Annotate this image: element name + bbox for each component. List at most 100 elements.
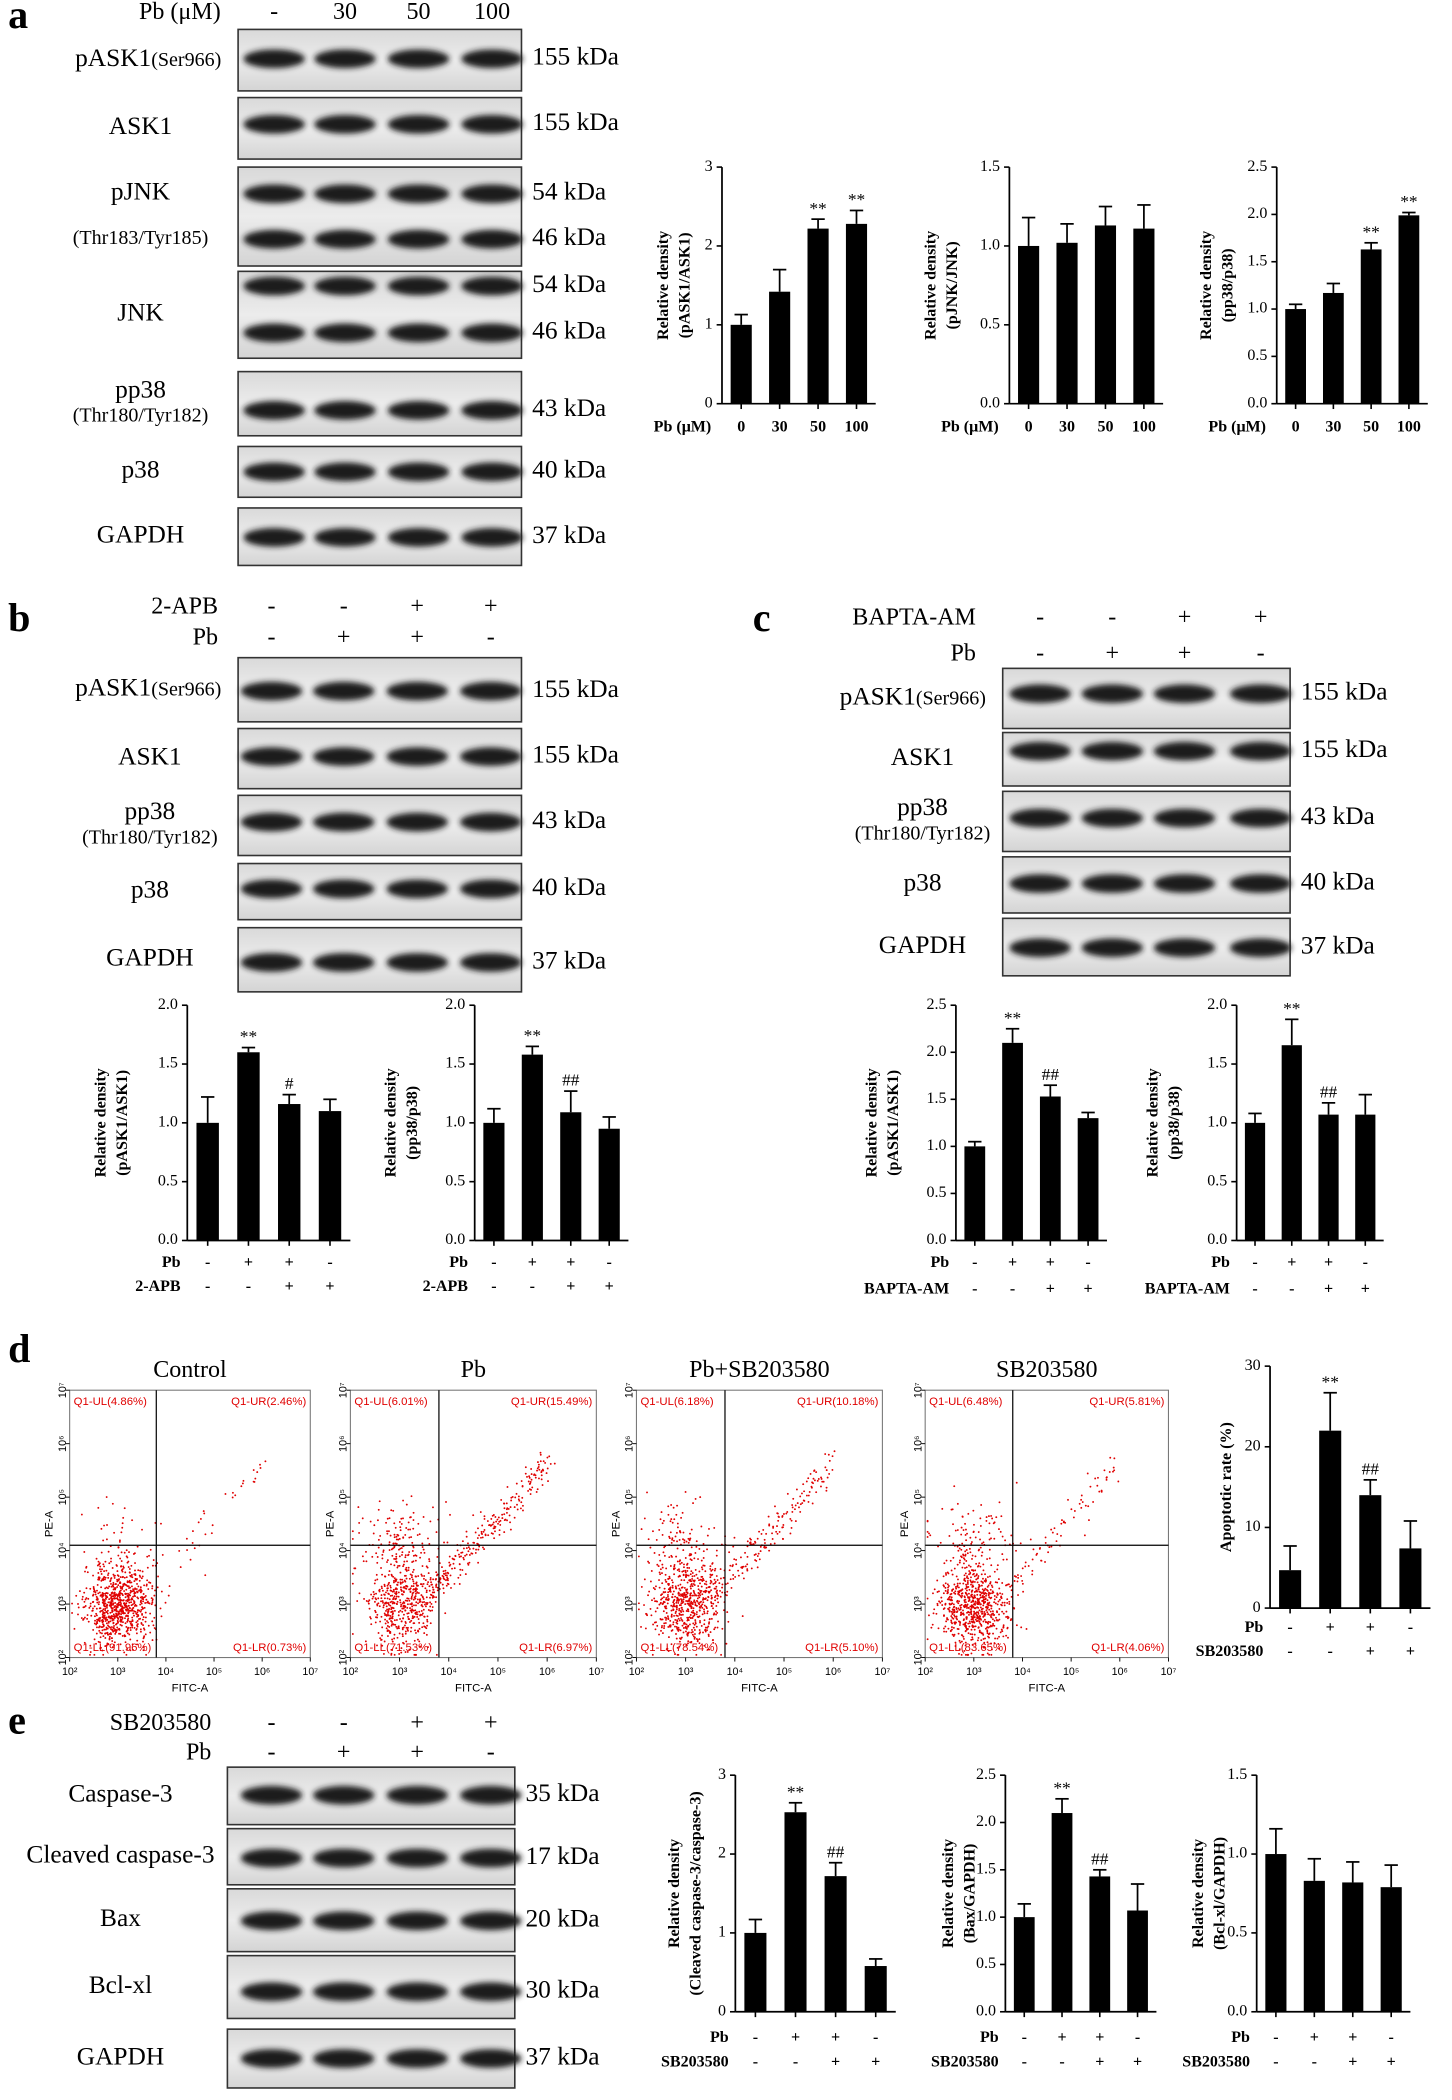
- bar: [1279, 1570, 1302, 1609]
- cell-event: [500, 1498, 503, 1501]
- cell-event: [386, 1587, 389, 1590]
- cell-event: [422, 1598, 425, 1600]
- cell-event: [111, 1617, 114, 1620]
- cell-event: [742, 1565, 745, 1568]
- cell-event: [982, 1591, 984, 1594]
- cell-event: [680, 1561, 683, 1564]
- cell-event: [719, 1595, 722, 1598]
- cell-event: [98, 1629, 101, 1632]
- cell-event: [969, 1605, 972, 1608]
- cell-event: [264, 1460, 267, 1463]
- cell-event: [90, 1614, 93, 1617]
- cell-event: [402, 1499, 405, 1502]
- cell-event: [141, 1595, 143, 1598]
- cell-event: [139, 1628, 142, 1631]
- condition-label: 2-APB: [423, 1278, 469, 1295]
- protein-band: [461, 528, 523, 547]
- treatment-label: Pb: [186, 1739, 211, 1765]
- cell-event: [89, 1587, 92, 1590]
- bar: [1355, 1114, 1376, 1241]
- cell-event: [119, 1585, 122, 1588]
- cell-event: [656, 1624, 659, 1627]
- protein-band: [461, 401, 523, 420]
- molecular-weight: 37 kDa: [525, 2042, 599, 2070]
- cell-event: [694, 1594, 697, 1596]
- cell-event: [105, 1616, 108, 1619]
- cell-event: [480, 1532, 483, 1535]
- cell-event: [982, 1615, 985, 1618]
- cell-event: [704, 1626, 707, 1629]
- cell-event: [404, 1624, 406, 1627]
- cell-event: [649, 1546, 652, 1549]
- cell-event: [651, 1599, 653, 1602]
- cell-event: [1004, 1539, 1007, 1542]
- cell-event: [973, 1580, 976, 1583]
- cell-event: [420, 1604, 423, 1606]
- cell-event: [688, 1567, 691, 1569]
- protein-band: [314, 462, 376, 482]
- cell-event: [398, 1564, 401, 1567]
- protein-band: [240, 953, 303, 972]
- protein-band: [459, 681, 522, 701]
- cell-event: [675, 1610, 677, 1613]
- cell-event: [676, 1615, 679, 1617]
- cell-event: [252, 1480, 255, 1483]
- cell-event: [993, 1570, 996, 1573]
- cell-event: [505, 1502, 508, 1505]
- cell-event: [85, 1597, 88, 1599]
- cell-event: [971, 1618, 974, 1621]
- protein-band: [240, 1785, 303, 1805]
- condition-sign: +: [1046, 1281, 1055, 1298]
- cell-event: [419, 1556, 422, 1559]
- cell-event: [425, 1633, 428, 1636]
- cell-event: [952, 1542, 955, 1545]
- cell-event: [151, 1564, 154, 1567]
- cell-event: [147, 1588, 150, 1590]
- cell-event: [103, 1565, 106, 1568]
- x-tick-label: 10⁴: [158, 1666, 175, 1678]
- cell-event: [104, 1620, 107, 1622]
- cell-event: [120, 1624, 123, 1627]
- y-tick-label: 1.0: [158, 1114, 178, 1131]
- cell-event: [378, 1500, 381, 1503]
- cell-event: [389, 1589, 392, 1592]
- cell-event: [393, 1557, 396, 1560]
- cell-event: [1010, 1589, 1013, 1592]
- cell-event: [683, 1566, 685, 1569]
- condition-sign: -: [205, 1254, 210, 1271]
- cell-event: [465, 1535, 468, 1538]
- cell-event: [374, 1611, 377, 1614]
- cell-event: [365, 1550, 367, 1553]
- cell-event: [518, 1499, 521, 1502]
- molecular-weight: 155 kDa: [1301, 678, 1388, 706]
- protein-band: [461, 462, 523, 482]
- cell-event: [1072, 1516, 1075, 1519]
- cell-event: [105, 1604, 108, 1607]
- cell-event: [661, 1582, 664, 1585]
- y-axis-title: Relative density: [655, 231, 672, 340]
- cell-event: [394, 1558, 397, 1560]
- cell-event: [665, 1567, 668, 1570]
- cell-event: [95, 1595, 98, 1598]
- cell-event: [986, 1602, 989, 1605]
- cell-event: [756, 1555, 759, 1557]
- cell-event: [725, 1594, 728, 1597]
- cell-event: [351, 1537, 354, 1540]
- cell-event: [496, 1518, 499, 1521]
- cell-event: [950, 1592, 953, 1595]
- cell-event: [964, 1592, 967, 1595]
- cell-event: [1009, 1585, 1012, 1588]
- cell-event: [678, 1628, 680, 1631]
- cell-event: [528, 1475, 531, 1478]
- cell-event: [993, 1601, 996, 1604]
- cell-event: [1040, 1559, 1043, 1562]
- cell-event: [640, 1585, 643, 1588]
- cell-event: [979, 1606, 982, 1609]
- condition-sign: -: [1059, 2053, 1064, 2070]
- cell-event: [694, 1633, 696, 1635]
- cell-event: [94, 1619, 96, 1622]
- cell-event: [126, 1627, 129, 1630]
- cell-event: [691, 1616, 694, 1619]
- cell-event: [406, 1650, 409, 1653]
- cell-event: [702, 1597, 705, 1600]
